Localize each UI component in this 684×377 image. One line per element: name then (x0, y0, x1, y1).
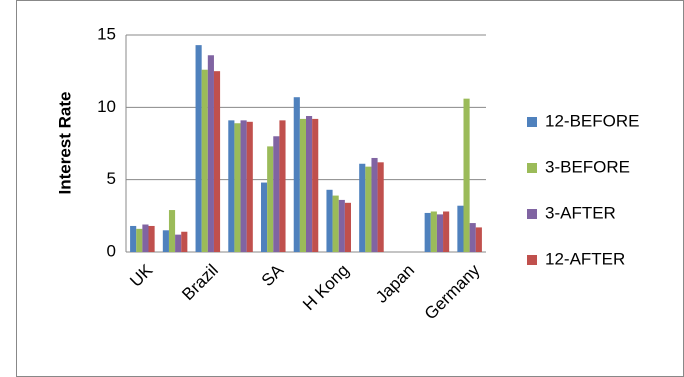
bar (279, 120, 286, 252)
bar (213, 71, 221, 253)
bar (326, 189, 333, 252)
legend-label: 3-AFTER (545, 203, 616, 222)
legend-swatch (527, 255, 537, 265)
bar (234, 123, 241, 252)
bar (344, 202, 351, 252)
bar (312, 118, 319, 252)
bar (148, 225, 155, 252)
bar (293, 97, 300, 252)
chart-border (16, 0, 684, 377)
bar (168, 210, 176, 252)
bar (228, 120, 235, 252)
bar (195, 45, 202, 253)
bar (162, 230, 169, 252)
bar (136, 228, 143, 252)
bar (457, 205, 464, 252)
bar (443, 211, 450, 252)
legend-label: 3-BEFORE (545, 157, 630, 176)
bar (130, 225, 137, 252)
bar (273, 136, 280, 252)
y-tick-label: 10 (97, 97, 116, 116)
bar (261, 182, 268, 252)
legend-swatch (527, 209, 537, 219)
y-tick-label: 15 (97, 24, 116, 43)
bar (475, 227, 482, 252)
bar (267, 146, 274, 252)
y-axis-title: Interest Rate (55, 92, 74, 195)
legend-swatch (527, 163, 537, 173)
bar (246, 121, 253, 252)
bar (306, 116, 313, 252)
bar (463, 98, 470, 252)
bar (377, 162, 384, 252)
bar (436, 214, 444, 252)
bar (338, 199, 345, 252)
bar (175, 234, 182, 252)
bar (240, 120, 247, 252)
legend-label: 12-AFTER (545, 249, 625, 268)
y-tick-label: 0 (107, 241, 116, 260)
bar (332, 195, 339, 252)
bar (207, 55, 214, 253)
bar (299, 118, 306, 252)
y-tick-label: 5 (107, 169, 116, 188)
bar (469, 223, 476, 252)
legend-swatch (527, 117, 537, 127)
bar (181, 231, 188, 252)
bar (424, 212, 431, 252)
bar (142, 224, 149, 252)
bar (359, 163, 366, 252)
bar (365, 166, 372, 252)
bar (201, 69, 208, 252)
bar (371, 157, 378, 252)
bar (430, 211, 437, 252)
legend-label: 12-BEFORE (545, 111, 639, 130)
